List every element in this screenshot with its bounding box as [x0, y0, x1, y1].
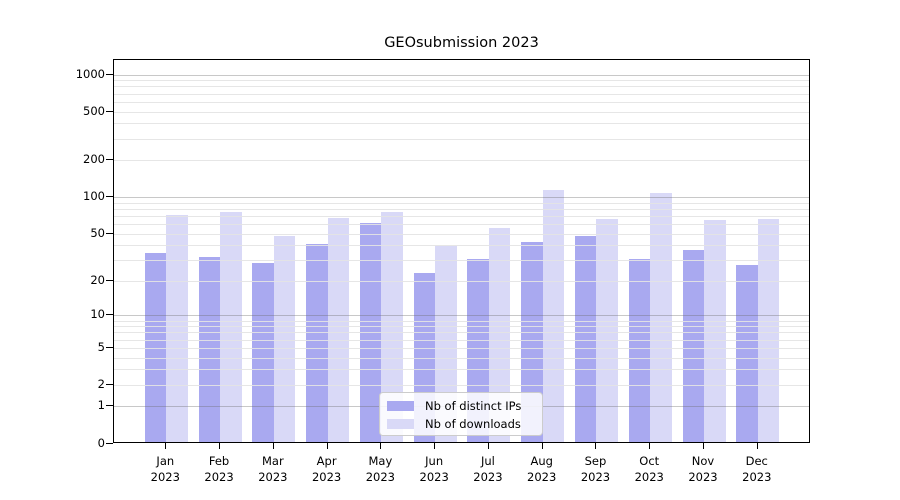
- y-axis-tick-label: 1: [97, 398, 105, 413]
- y-axis-tick-mark: [106, 279, 113, 281]
- y-axis-tick-label: 5: [97, 339, 105, 354]
- y-axis-tick-mark: [106, 314, 113, 316]
- x-axis-tick-label-oct: Oct 2023: [634, 454, 664, 484]
- y-axis-tick-label: 100: [83, 189, 105, 204]
- y-axis-tick-mark: [106, 73, 113, 75]
- y-axis-tick-mark: [106, 196, 113, 198]
- bar-distinct-ips-feb: [198, 257, 221, 442]
- x-axis-tick-mark: [272, 443, 274, 449]
- x-axis-tick-mark: [326, 443, 328, 449]
- bar-downloads-sep: [596, 218, 618, 442]
- x-axis-tick-label-mar: Mar 2023: [258, 454, 288, 484]
- y-axis-tick-mark: [106, 346, 113, 348]
- bar-downloads-nov: [704, 219, 726, 442]
- x-axis-tick-mark: [380, 443, 382, 449]
- plot-area: [113, 59, 810, 443]
- y-axis-tick-mark: [106, 405, 113, 407]
- x-axis-tick-mark: [219, 443, 221, 449]
- y-axis-tick-label: 200: [83, 152, 105, 167]
- x-axis-tick-label-nov: Nov 2023: [688, 454, 718, 484]
- bar-downloads-apr: [327, 217, 350, 442]
- legend-label: Nb of downloads: [425, 417, 521, 431]
- legend-swatch: [387, 419, 414, 429]
- bar-downloads-feb: [220, 211, 242, 442]
- y-axis-tick-label: 50: [90, 225, 105, 240]
- x-axis-tick-label-feb: Feb 2023: [204, 454, 234, 484]
- bar-distinct-ips-sep: [574, 235, 597, 442]
- bar-downloads-mar: [273, 235, 296, 442]
- bar-downloads-dec: [757, 218, 780, 442]
- x-axis-tick-label-may: May 2023: [365, 454, 396, 484]
- x-axis-tick-mark: [756, 443, 758, 449]
- y-axis-tick-mark: [106, 442, 113, 444]
- y-axis-tick-label: 2: [97, 376, 105, 391]
- y-axis-tick-mark: [106, 159, 113, 161]
- x-axis-tick-mark: [649, 443, 651, 449]
- legend-item-distinct-ips: Nb of distinct IPs: [387, 397, 534, 415]
- x-axis-tick-mark: [541, 443, 543, 449]
- y-axis-tick-label: 1000: [75, 66, 105, 81]
- y-axis-tick-label: 20: [90, 272, 105, 287]
- bar-downloads-aug: [542, 189, 565, 442]
- x-axis-tick-mark: [434, 443, 436, 449]
- bar-downloads-oct: [650, 193, 672, 442]
- x-axis-tick-mark: [165, 443, 167, 449]
- x-axis-tick-label-apr: Apr 2023: [311, 454, 342, 484]
- x-axis-tick-mark: [487, 443, 489, 449]
- y-axis-tick-label: 10: [90, 307, 105, 322]
- x-axis-tick-mark: [595, 443, 597, 449]
- bar-distinct-ips-mar: [252, 262, 274, 442]
- y-axis-tick-mark: [106, 110, 113, 112]
- x-axis-tick-label-jul: Jul 2023: [473, 454, 503, 484]
- y-axis-tick-mark: [106, 383, 113, 385]
- x-axis-tick-label-sep: Sep 2023: [580, 454, 611, 484]
- legend-swatch: [387, 401, 414, 411]
- y-axis-tick-label: 0: [97, 435, 105, 450]
- bar-downloads-jan: [166, 214, 188, 442]
- bar-distinct-ips-nov: [682, 249, 704, 442]
- x-axis-tick-label-aug: Aug 2023: [527, 454, 557, 484]
- legend: Nb of distinct IPs Nb of downloads: [379, 392, 543, 436]
- y-axis-tick-label: 500: [83, 103, 105, 118]
- bar-distinct-ips-dec: [736, 264, 758, 442]
- legend-label: Nb of distinct IPs: [425, 399, 522, 413]
- chart-title: GEOsubmission 2023: [384, 35, 539, 51]
- bar-distinct-ips-jan: [144, 252, 167, 442]
- bar-distinct-ips-oct: [628, 259, 651, 442]
- x-axis-tick-mark: [703, 443, 704, 449]
- bars-layer: [114, 60, 809, 442]
- legend-item-downloads: Nb of downloads: [387, 415, 534, 433]
- bar-distinct-ips-apr: [306, 244, 328, 442]
- bar-distinct-ips-aug: [521, 241, 543, 442]
- x-axis-tick-label-jan: Jan 2023: [150, 454, 180, 484]
- y-axis-tick-mark: [106, 232, 113, 234]
- x-axis-tick-label-dec: Dec 2023: [742, 454, 772, 484]
- x-axis-tick-label-jun: Jun 2023: [419, 454, 449, 484]
